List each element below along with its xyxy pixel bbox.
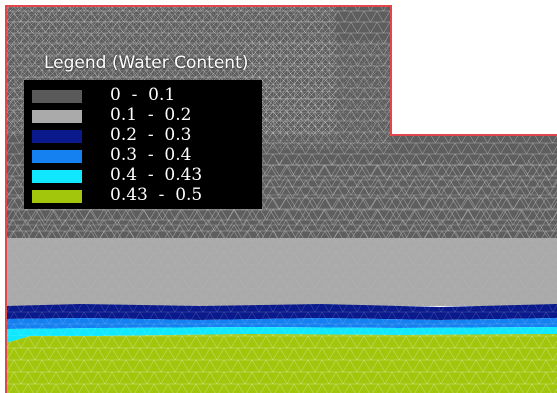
legend-label: 0 - 0.1: [110, 85, 176, 105]
legend-swatch: [32, 130, 82, 143]
legend-label: 0.43 - 0.5: [110, 185, 203, 205]
legend-swatch: [32, 170, 82, 183]
legend-label: 0.4 - 0.43: [110, 165, 203, 185]
legend-item-0.4-0.43: 0.4 - 0.43: [32, 165, 258, 186]
legend-item-0.43-0.5: 0.43 - 0.5: [32, 185, 258, 206]
legend-label: 0.2 - 0.3: [110, 125, 192, 145]
legend-item-0.1-0.2: 0.1 - 0.2: [32, 105, 258, 126]
legend-label: 0.3 - 0.4: [110, 145, 192, 165]
domain-boundary: [5, 5, 557, 393]
legend-swatch: [32, 190, 82, 203]
legend-swatch: [32, 110, 82, 123]
legend-item-0.3-0.4: 0.3 - 0.4: [32, 145, 258, 166]
legend-label: 0.1 - 0.2: [110, 105, 192, 125]
legend-item-0-0.1: 0 - 0.1: [32, 85, 258, 106]
legend-title: Legend (Water Content): [44, 53, 249, 73]
legend-swatch: [32, 150, 82, 163]
legend-item-0.2-0.3: 0.2 - 0.3: [32, 125, 258, 146]
legend-swatch: [32, 90, 82, 103]
